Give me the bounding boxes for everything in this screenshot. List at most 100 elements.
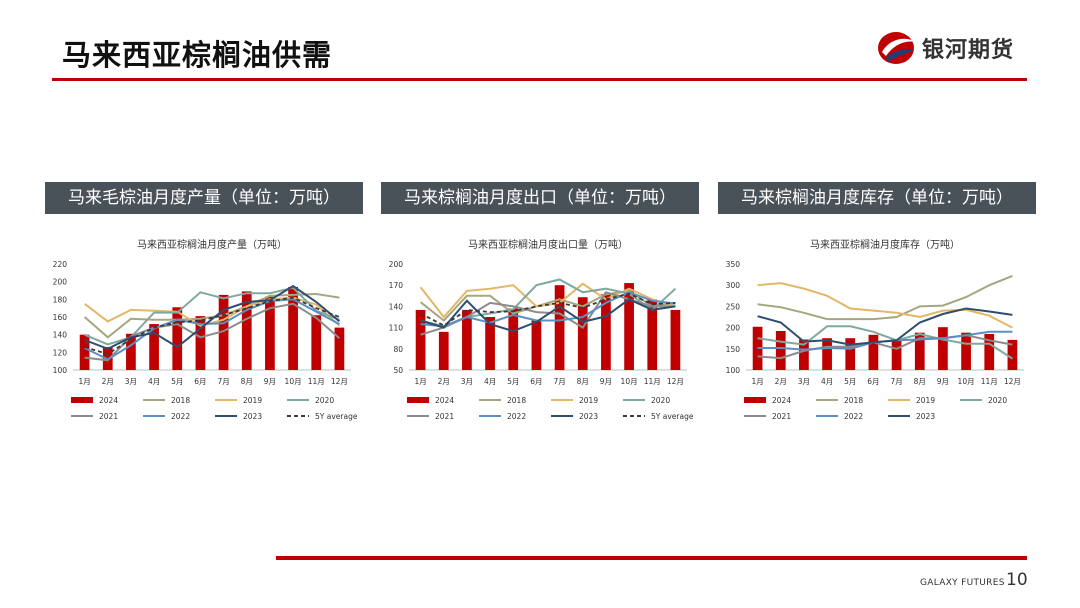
logo-text: 银河期货 (922, 38, 1015, 63)
title-divider (52, 78, 1027, 81)
series-line-2023 (757, 307, 1013, 346)
bar-2024 (462, 309, 472, 370)
bar-2024 (485, 317, 495, 370)
bar-2024 (752, 326, 763, 370)
series-line-2022 (420, 291, 676, 328)
legend-label: 5Y average (315, 412, 358, 421)
bar-2024 (891, 339, 902, 370)
chart-production: 马来西亚棕榈油月度产量（万吨） 100 120 140 160 180 200 220 1月 2月… (45, 230, 363, 430)
x-tick-label: 2月 (438, 377, 450, 386)
x-tick-label: 5月 (171, 377, 183, 386)
legend-label: 2024 (772, 396, 791, 405)
legend-label: 2022 (507, 412, 526, 421)
bar-2024 (149, 324, 159, 370)
chart-title: 马来西亚棕榈油月度产量（万吨） (137, 238, 287, 251)
page-number: 10 (1006, 570, 1028, 590)
bar-2024 (195, 316, 206, 370)
bar-2024 (334, 327, 345, 370)
y-tick-label: 50 (393, 366, 403, 375)
legend-label: 2018 (844, 396, 863, 405)
chart-production-svg: 马来西亚棕榈油月度产量（万吨） 100 120 140 160 180 200 220 1月 2月… (53, 238, 358, 421)
y-tick-label: 200 (389, 260, 404, 269)
x-tick-label: 2月 (775, 377, 787, 386)
y-tick-label: 110 (389, 324, 404, 333)
x-tick-label: 7月 (890, 377, 902, 386)
x-tick-label: 11月 (644, 377, 661, 386)
x-tick-label: 8月 (577, 377, 589, 386)
legend-label: 2024 (435, 396, 454, 405)
chart-inventory-svg: 马来西亚棕榈油月度库存（万吨） 100 150 200 250 300 350 1月 2月 3月 4… (726, 238, 1024, 421)
x-tick-label: 8月 (914, 377, 926, 386)
bar-2024 (845, 338, 856, 370)
legend-label: 2023 (243, 412, 262, 421)
x-tick-label: 4月 (148, 377, 160, 386)
panel-header-inventory: 马来棕榈油月度库存（单位：万吨） (718, 182, 1036, 214)
chart-exports-svg: 马来西亚棕榈油月度出口量（万吨） 50 80 110 140 170 200 1月 2月 3月 4月… (389, 238, 694, 421)
x-tick-label: 9月 (264, 377, 276, 386)
y-tick-label: 140 (53, 331, 68, 340)
y-tick-label: 160 (53, 313, 68, 322)
y-tick-label: 250 (726, 302, 741, 311)
galaxy-logo-icon (878, 32, 916, 64)
legend-swatch (744, 397, 766, 403)
series-line-2021 (84, 302, 341, 362)
series-line-2019 (83, 296, 341, 327)
bar-2024 (438, 331, 449, 370)
legend-label: 2018 (507, 396, 526, 405)
x-tick-label: 3月 (125, 377, 137, 386)
y-tick-label: 100 (726, 366, 741, 375)
x-tick-label: 8月 (241, 377, 253, 386)
legend-label: 2021 (435, 412, 454, 421)
legend-label: 2023 (916, 412, 935, 421)
chart-title: 马来西亚棕榈油月度出口量（万吨） (468, 238, 628, 251)
legend-label: 2019 (916, 396, 935, 405)
bar-2024 (554, 285, 565, 370)
chart-title: 马来西亚棕榈油月度库存（万吨） (810, 238, 960, 251)
bar-2024 (624, 283, 634, 370)
bar-2024 (79, 334, 90, 370)
y-tick-label: 180 (53, 295, 68, 304)
x-tick-label: 1月 (414, 377, 426, 386)
legend-label: 2020 (988, 396, 1007, 405)
x-tick-label: 10月 (958, 377, 975, 386)
series-line-2023 (420, 298, 676, 333)
y-tick-label: 300 (726, 281, 741, 290)
x-tick-label: 9月 (937, 377, 949, 386)
x-tick-label: 3月 (461, 377, 473, 386)
series-line-5y-average (420, 292, 676, 327)
x-tick-label: 1月 (78, 377, 90, 386)
panel-header-exports: 马来棕榈油月度出口（单位：万吨） (381, 182, 699, 214)
bar-2024 (647, 299, 658, 370)
bar-2024 (311, 315, 322, 370)
y-tick-label: 350 (726, 260, 741, 269)
x-tick-label: 3月 (798, 377, 810, 386)
bar-2024 (241, 291, 252, 370)
x-tick-label: 12月 (1004, 377, 1021, 386)
chart-inventory: 马来西亚棕榈油月度库存（万吨） 100 150 200 250 300 350 1月 2月 3月 4… (718, 230, 1036, 430)
legend-swatch (407, 397, 429, 403)
series-line-2021 (757, 334, 1013, 360)
bar-2024 (218, 294, 229, 370)
x-tick-label: 6月 (194, 377, 206, 386)
y-tick-label: 170 (389, 281, 404, 290)
legend-label: 2018 (171, 396, 190, 405)
legend-label: 2022 (844, 412, 863, 421)
y-tick-label: 120 (53, 348, 68, 357)
brand-logo: 银河期货 (876, 28, 1036, 68)
bar-2024 (822, 338, 832, 370)
legend-label: 2022 (171, 412, 190, 421)
chart-exports: 马来西亚棕榈油月度出口量（万吨） 50 80 110 140 170 200 1月 2月 3月 4月… (381, 230, 699, 430)
x-tick-label: 10月 (621, 377, 638, 386)
legend-label: 2019 (243, 396, 262, 405)
x-tick-label: 4月 (821, 377, 833, 386)
x-tick-label: 5月 (844, 377, 856, 386)
series-line-2018 (757, 274, 1013, 321)
bar-2024 (1007, 339, 1018, 370)
y-tick-label: 140 (389, 302, 404, 311)
bar-2024 (775, 330, 786, 370)
bar-2024 (531, 320, 542, 370)
y-tick-label: 220 (53, 260, 68, 269)
x-tick-label: 10月 (285, 377, 302, 386)
y-tick-label: 80 (393, 345, 403, 354)
series-line-2022 (84, 298, 340, 361)
